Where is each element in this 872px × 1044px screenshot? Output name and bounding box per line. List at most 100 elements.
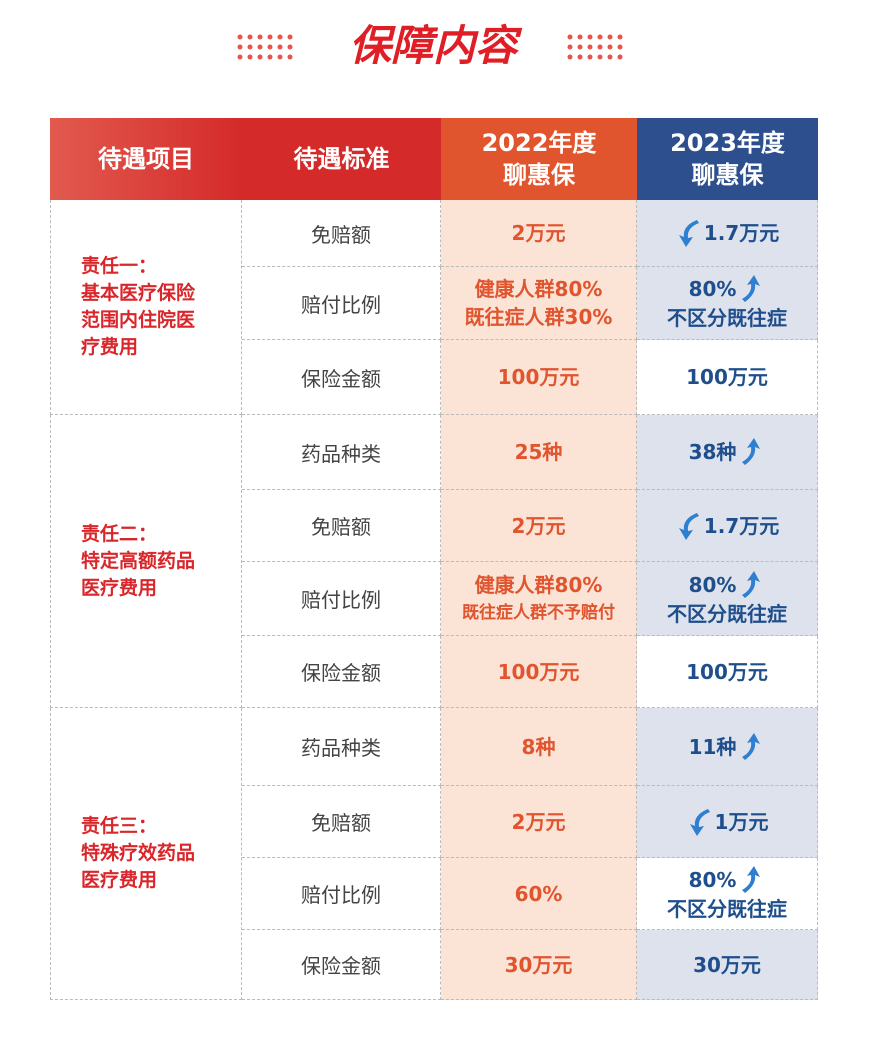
group-text: 特殊疗效药品 [81, 842, 196, 864]
item-cell: 赔付比例 [242, 562, 441, 636]
group-text: 医疗费用 [81, 869, 158, 891]
group-text: 特定高额药品 [81, 549, 196, 572]
value-text: 1.7万元 [703, 513, 780, 538]
cell-2023: 1万元 [637, 786, 818, 858]
cell-2022: 2万元 [441, 200, 637, 267]
value-text: 80% [688, 572, 737, 597]
dots-left [237, 34, 293, 60]
item-cell: 免赔额 [242, 200, 441, 267]
item-cell: 药品种类 [242, 708, 441, 786]
item-text: 赔付比例 [301, 292, 381, 317]
header-text: 2023年度 [670, 129, 785, 157]
item-cell: 免赔额 [242, 786, 441, 858]
item-text: 赔付比例 [301, 588, 381, 612]
dots-right [567, 34, 623, 60]
cell-2023: 80% 不区分既往症 [637, 858, 818, 930]
group-text: 基本医疗保险 [81, 282, 196, 304]
cell-2023: 30万元 [637, 930, 818, 1000]
value-text: 30万元 [693, 952, 761, 977]
header-cell: 待遇项目 [50, 118, 242, 200]
item-cell: 赔付比例 [242, 267, 441, 340]
cell-2022: 100万元 [441, 340, 637, 415]
value-text: 2万元 [511, 221, 566, 245]
up-arrow [739, 732, 765, 762]
cell-2022: 60% [441, 858, 637, 930]
item-text: 药品种类 [301, 736, 381, 760]
up-arrow [739, 437, 765, 467]
group-cell: 责任二： 特定高额药品 医疗费用 [50, 415, 242, 708]
group-text: 医疗费用 [81, 576, 158, 599]
item-text: 免赔额 [311, 222, 371, 247]
cell-2022: 30万元 [441, 930, 637, 1000]
header-cell: 2022年度 聊惠保 [441, 118, 637, 200]
header-text: 聊惠保 [503, 161, 575, 189]
value-text: 既往症人群不予赔付 [462, 602, 615, 623]
item-cell: 免赔额 [242, 490, 441, 562]
value-text: 25种 [514, 440, 563, 464]
item-cell: 保险金额 [242, 340, 441, 415]
cell-2022: 健康人群80% 既往症人群30% [441, 267, 637, 340]
header-cell: 待遇标准 [242, 118, 441, 200]
cell-2023: 100万元 [637, 636, 818, 708]
value-text: 80% [688, 277, 737, 301]
value-text: 健康人群80% [474, 277, 603, 301]
item-text: 保险金额 [301, 954, 381, 978]
group-text: 责任一： [81, 255, 158, 277]
cell-2022: 2万元 [441, 490, 637, 562]
group-text: 责任三： [81, 815, 158, 837]
item-cell: 赔付比例 [242, 858, 441, 930]
group-text: 疗费用 [81, 336, 139, 358]
item-text: 保险金额 [301, 661, 381, 685]
value-text: 80% [688, 867, 737, 892]
value-text: 健康人群80% [474, 572, 603, 597]
header-text: 聊惠保 [691, 161, 764, 189]
down-arrow [675, 218, 701, 248]
cell-2022: 8种 [441, 708, 637, 786]
group-text: 范围内住院医 [81, 309, 196, 331]
cell-2023: 100万元 [637, 340, 818, 415]
cell-2022: 健康人群80% 既往症人群不予赔付 [441, 562, 637, 636]
value-text: 100万元 [497, 365, 580, 389]
header-text: 待遇标准 [293, 145, 390, 173]
group-cell: 责任一： 基本医疗保险 范围内住院医 疗费用 [50, 200, 242, 415]
down-arrow [675, 511, 701, 541]
value-text: 38种 [688, 440, 737, 464]
up-arrow [739, 570, 765, 600]
value-text: 8种 [521, 734, 556, 759]
item-cell: 保险金额 [242, 930, 441, 1000]
value-text: 不区分既往症 [667, 896, 787, 921]
value-text: 30万元 [504, 952, 573, 977]
cell-2023: 1.7万元 [637, 200, 818, 267]
item-text: 保险金额 [301, 366, 381, 391]
cell-2022: 100万元 [441, 636, 637, 708]
cell-2022: 25种 [441, 415, 637, 490]
group-cell: 责任三： 特殊疗效药品 医疗费用 [50, 708, 242, 1000]
cell-2022: 2万元 [441, 786, 637, 858]
value-text: 60% [514, 881, 563, 906]
value-text: 不区分既往症 [667, 601, 787, 626]
item-cell: 保险金额 [242, 636, 441, 708]
item-text: 药品种类 [301, 441, 381, 466]
header-text: 待遇项目 [98, 145, 194, 173]
header-text: 2022年度 [481, 129, 597, 157]
group-text: 责任二： [81, 522, 158, 545]
cell-2023: 38种 [637, 415, 818, 490]
value-text: 100万元 [497, 659, 580, 684]
value-text: 不区分既往症 [667, 306, 787, 330]
value-text: 2万元 [511, 513, 566, 538]
value-text: 11种 [688, 734, 737, 759]
value-text: 1万元 [714, 809, 769, 834]
cell-2023: 80% 不区分既往症 [637, 267, 818, 340]
value-text: 100万元 [686, 365, 768, 389]
cell-2023: 11种 [637, 708, 818, 786]
value-text: 既往症人群30% [464, 305, 613, 329]
up-arrow [739, 865, 765, 895]
cell-2023: 1.7万元 [637, 490, 818, 562]
title: 保障内容 [348, 21, 517, 70]
cell-2023: 80% 不区分既往症 [637, 562, 818, 636]
header-cell: 2023年度 聊惠保 [637, 118, 818, 200]
item-text: 免赔额 [311, 515, 371, 539]
value-text: 2万元 [511, 809, 566, 834]
up-arrow [739, 274, 765, 304]
